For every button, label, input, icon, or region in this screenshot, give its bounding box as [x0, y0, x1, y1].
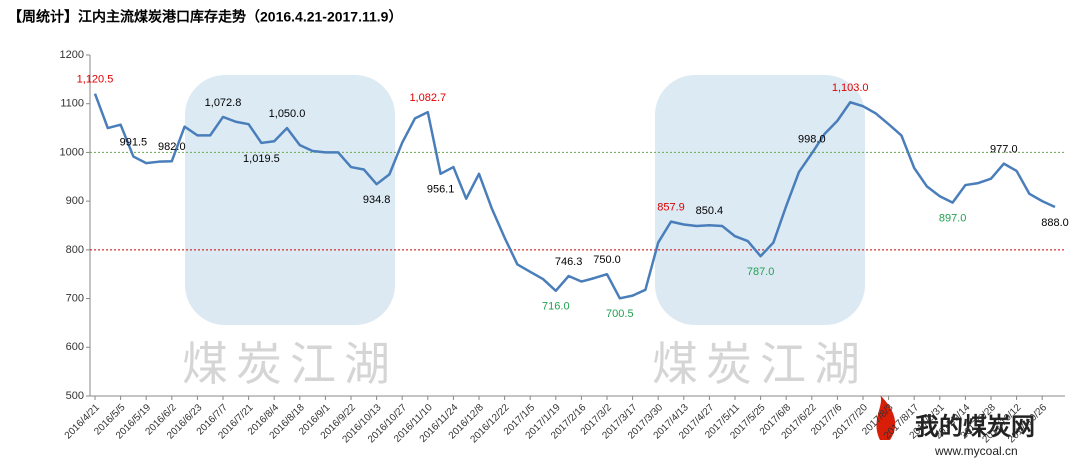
logo-url: www.mycoal.cn	[934, 444, 1018, 458]
logo-flame	[876, 395, 896, 440]
data-label: 716.0	[542, 301, 570, 313]
y-tick-label: 1100	[60, 98, 84, 110]
chart-title: 【周统计】江内主流煤炭港口库存走势（2016.4.21-2017.11.9）	[8, 9, 402, 25]
watermark-box	[185, 75, 395, 325]
data-label: 897.0	[939, 213, 967, 225]
watermark-text: 煤炭江湖	[652, 338, 868, 390]
data-label: 998.0	[798, 133, 826, 145]
data-label: 934.8	[363, 194, 391, 206]
data-label: 956.1	[427, 184, 455, 196]
line	[93, 93, 1056, 300]
data-label: 1,103.0	[832, 82, 869, 94]
y-tick-label: 900	[66, 195, 84, 207]
data-label: 1,019.5	[243, 153, 280, 165]
data-label: 700.5	[606, 308, 634, 320]
data-label: 982.0	[158, 141, 186, 153]
y-tick-label: 600	[66, 341, 84, 353]
y-tick-label: 1000	[60, 146, 84, 158]
data-label: 850.4	[696, 205, 724, 217]
data-label: 750.0	[593, 254, 621, 266]
logo-text: 我的煤炭网	[915, 412, 1035, 440]
watermark-box	[655, 75, 865, 325]
data-label: 1,050.0	[269, 108, 306, 120]
data-label: 991.5	[120, 136, 148, 148]
data-label: 746.3	[555, 256, 583, 268]
y-tick-label: 500	[66, 390, 84, 402]
data-label: 888.0	[1041, 217, 1069, 229]
data-label: 1,072.8	[205, 97, 242, 109]
y-tick-label: 1200	[60, 49, 84, 61]
data-label: 977.0	[990, 144, 1018, 156]
watermark-group: 煤炭江湖 煤炭江湖	[182, 75, 868, 390]
y-tick-label: 800	[66, 244, 84, 256]
logo: 我的煤炭网 www.mycoal.cn	[876, 395, 1035, 458]
data-label: 787.0	[747, 266, 775, 278]
data-label: 1,120.5	[77, 74, 114, 86]
data-label: 1,082.7	[409, 92, 446, 104]
x-tick-label: 2016/4/21	[63, 402, 103, 442]
y-tick-label: 700	[66, 292, 84, 304]
watermark-text: 煤炭江湖	[182, 338, 398, 390]
data-label: 857.9	[657, 202, 685, 214]
